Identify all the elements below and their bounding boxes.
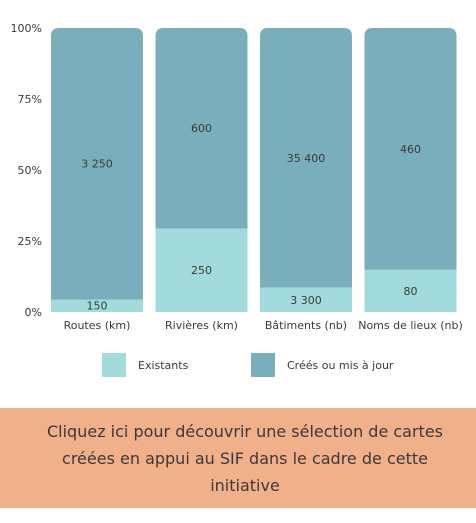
- data-label-created: 600: [191, 122, 212, 135]
- data-label-created: 3 250: [81, 158, 113, 171]
- x-category-label: Rivières (km): [165, 319, 238, 332]
- bar-existing-1: [155, 228, 248, 312]
- data-label-created: 35 400: [287, 152, 326, 165]
- data-label-existing: 80: [404, 285, 418, 298]
- legend-item-existing: Existants: [102, 352, 188, 378]
- data-label-existing: 150: [87, 300, 108, 313]
- y-tick-label: 50%: [18, 164, 42, 177]
- chart-legend: Existants Créés ou mis à jour: [0, 352, 476, 378]
- y-tick-label: 0%: [25, 306, 42, 319]
- cta-banner-link[interactable]: Cliquez ici pour découvrir une sélection…: [0, 408, 476, 508]
- x-category-label: Bâtiments (nb): [265, 319, 347, 332]
- cta-text: Cliquez ici pour découvrir une sélection…: [46, 421, 444, 495]
- legend-label-created: Créés ou mis à jour: [287, 358, 394, 372]
- data-label-created: 460: [400, 143, 421, 156]
- bar-existing-2: [260, 287, 352, 312]
- y-tick-label: 100%: [11, 22, 42, 35]
- bar-existing-3: [364, 269, 457, 312]
- bar-existing-0: [51, 299, 143, 312]
- legend-swatch-created: [251, 353, 275, 377]
- data-label-existing: 3 300: [290, 294, 322, 307]
- legend-label-existing: Existants: [138, 358, 189, 372]
- bar-created-2: [260, 28, 352, 288]
- bar-created-3: [364, 28, 457, 270]
- data-label-existing: 250: [191, 264, 212, 277]
- bar-created-1: [155, 28, 248, 229]
- y-tick-label: 25%: [18, 235, 42, 248]
- x-category-label: Routes (km): [64, 319, 131, 332]
- bar-created-0: [51, 28, 143, 300]
- stacked-bar-chart: 0% 25% 50% 75% 100% 3 250 150 Routes (km) 600 250…: [11, 22, 463, 332]
- x-category-label: Noms de lieux (nb): [358, 319, 463, 332]
- y-tick-label: 75%: [18, 93, 42, 106]
- legend-swatch-existing: [102, 353, 126, 377]
- legend-item-created: Créés ou mis à jour: [251, 352, 393, 378]
